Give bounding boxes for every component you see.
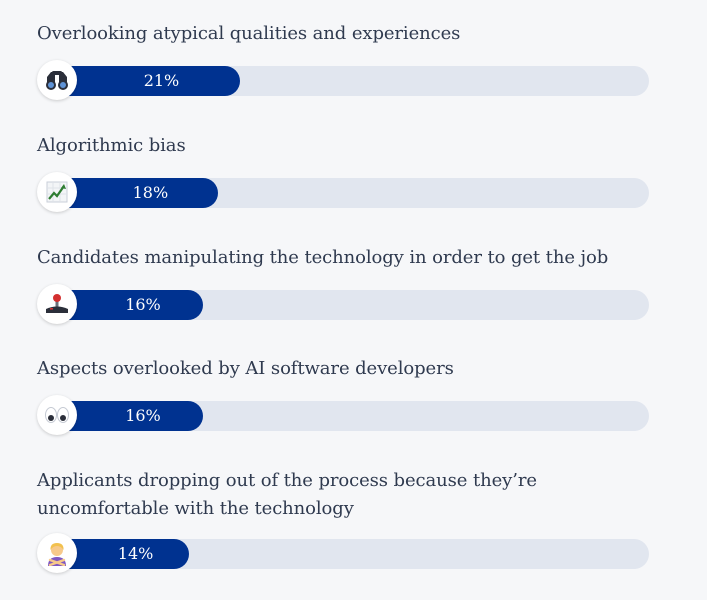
bar-track-4: 16% [41,401,649,431]
trending-chart-icon [37,172,77,212]
category-label-2: Algorithmic bias [37,135,186,156]
chart-item-5: Applicants dropping out of the process b… [37,467,649,573]
bar-row-2: 18% [37,172,649,212]
bar-row-4: 16% [37,395,649,435]
bar-track-1: 21% [41,66,649,96]
category-label-3: Candidates manipulating the technology i… [37,247,609,268]
bar-row-1: 21% [37,60,649,100]
value-label-3: 16% [125,295,161,314]
eyes-icon [37,395,77,435]
chart-item-4: Aspects overlooked by AI software develo… [37,355,649,435]
joystick-icon [37,284,77,324]
value-label-4: 16% [125,406,161,425]
bar-track-5: 14% [41,539,649,569]
category-label-1: Overlooking atypical qualities and exper… [37,23,461,44]
chart-item-1: Overlooking atypical qualities and exper… [37,20,649,100]
value-label-1: 21% [143,71,180,90]
category-label-5: Applicants dropping out of the process b… [37,470,537,519]
bar-row-5: 14% [37,533,649,573]
bar-track-3: 16% [41,290,649,320]
chart-item-3: Candidates manipulating the technology i… [37,244,649,324]
bar-row-3: 16% [37,284,649,324]
bar-track-2: 18% [41,178,649,208]
chart-item-2: Algorithmic bias 18% [37,132,649,212]
value-label-5: 14% [117,544,154,563]
value-label-2: 18% [132,183,169,202]
binoculars-icon [37,60,77,100]
category-label-4: Aspects overlooked by AI software develo… [37,358,454,379]
person-gesturing-no-icon [37,533,77,573]
